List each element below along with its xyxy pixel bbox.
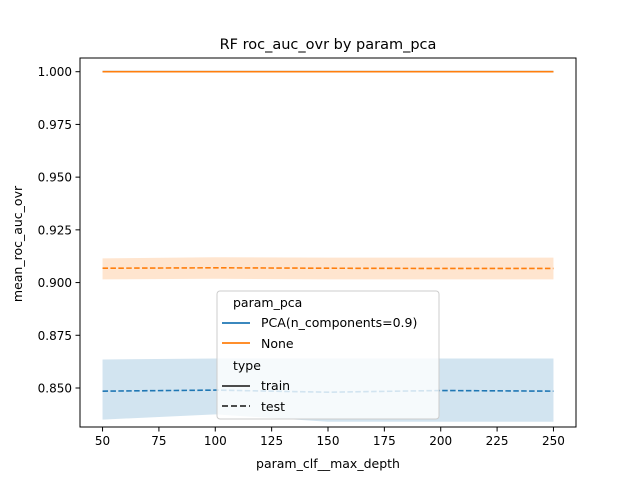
y-tick-label: 0.850 <box>38 381 72 395</box>
legend-entry-none: None <box>261 336 294 351</box>
y-tick-label: 0.975 <box>38 118 72 132</box>
x-tick-label: 50 <box>95 434 110 448</box>
legend-entry-train: train <box>261 378 290 393</box>
x-tick-label: 200 <box>429 434 452 448</box>
legend-style-title: type <box>233 358 261 373</box>
chart-title: RF roc_auc_ovr by param_pca <box>220 37 437 53</box>
legend-entry-test: test <box>261 399 285 414</box>
x-tick-label: 125 <box>260 434 283 448</box>
series-line-none-test <box>102 267 554 270</box>
legend-box <box>216 290 440 420</box>
y-tick-label: 1.000 <box>38 65 72 79</box>
legend-hue-title: param_pca <box>233 295 302 310</box>
y-tick-label: 0.875 <box>38 329 72 343</box>
x-tick-label: 175 <box>373 434 396 448</box>
legend: param_pca PCA(n_components=0.9) None typ… <box>216 290 440 420</box>
x-tick-label: 225 <box>486 434 509 448</box>
y-axis-ticks: 0.850 0.875 0.900 0.925 0.950 0.975 1.000 <box>38 65 80 395</box>
x-tick-label: 75 <box>151 434 166 448</box>
y-tick-label: 0.925 <box>38 223 72 237</box>
x-axis-ticks: 50 75 100 125 150 175 200 225 250 <box>95 427 565 448</box>
y-tick-label: 0.900 <box>38 276 72 290</box>
y-axis-label: mean_roc_auc_ovr <box>10 185 25 302</box>
x-tick-label: 100 <box>204 434 227 448</box>
x-tick-label: 250 <box>542 434 565 448</box>
y-tick-label: 0.950 <box>38 171 72 185</box>
x-axis-label: param_clf__max_depth <box>256 456 400 471</box>
legend-entry-pca: PCA(n_components=0.9) <box>261 315 417 330</box>
x-tick-label: 150 <box>317 434 340 448</box>
plot-frame <box>79 57 577 428</box>
